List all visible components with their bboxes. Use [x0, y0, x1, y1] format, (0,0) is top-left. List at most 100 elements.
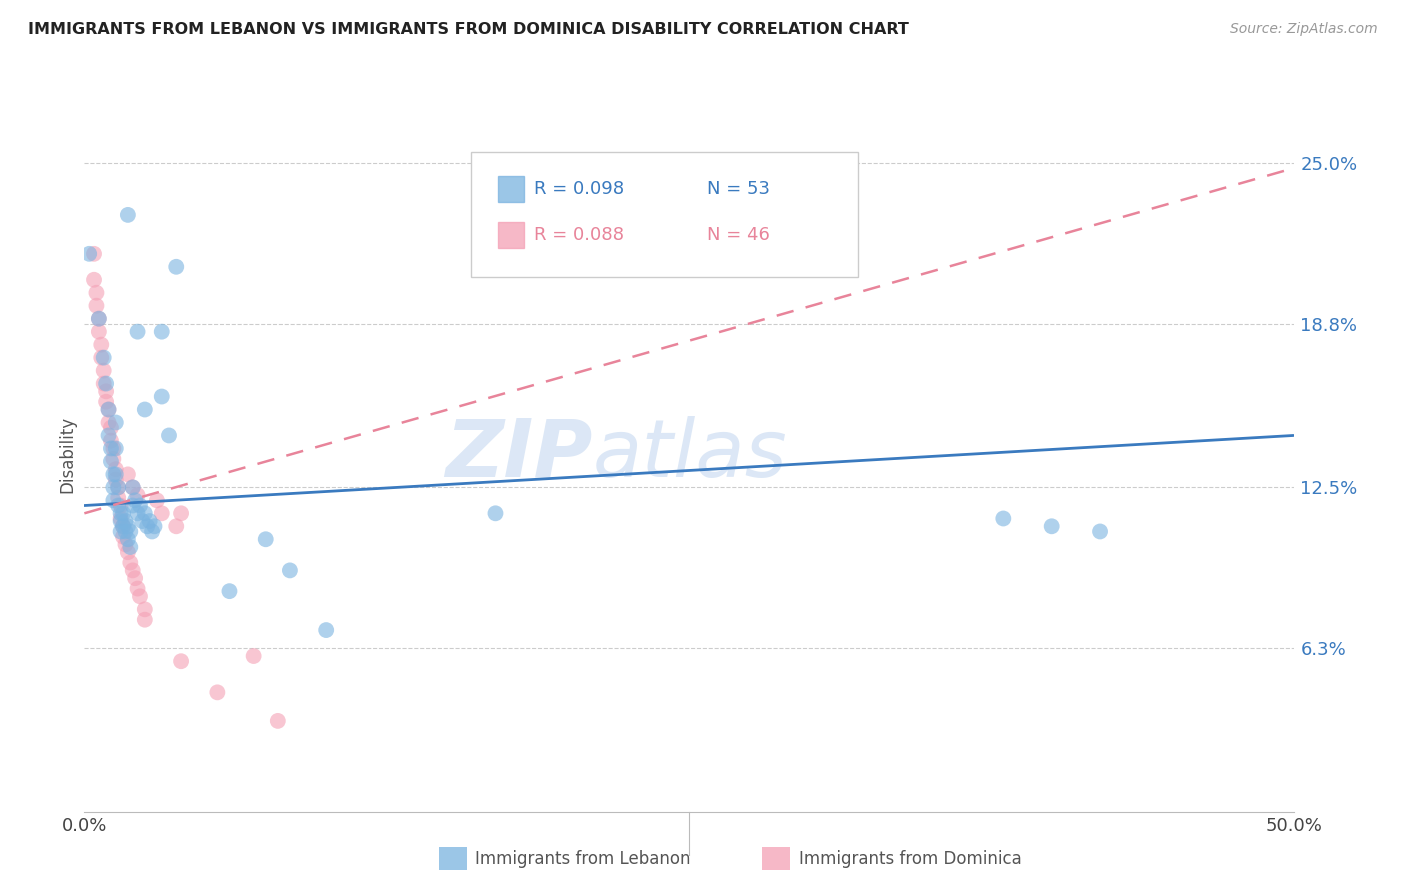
Point [97, 402, 120, 417]
Point [93, 376, 115, 391]
Point [993, 511, 1015, 525]
Point [103, 480, 125, 494]
Point [112, 506, 135, 520]
Point [90, 351, 112, 365]
Point [120, 540, 142, 554]
Point [100, 454, 122, 468]
Point [121, 480, 143, 494]
Point [104, 462, 127, 476]
Point [112, 519, 135, 533]
Point [107, 491, 129, 505]
Point [104, 442, 127, 456]
Point [103, 467, 125, 482]
Point [107, 480, 129, 494]
Text: IMMIGRANTS FROM LEBANON VS IMMIGRANTS FROM DOMINICA DISABILITY CORRELATION CHART: IMMIGRANTS FROM LEBANON VS IMMIGRANTS FR… [28, 22, 910, 37]
Point [124, 571, 146, 585]
Point [110, 511, 132, 525]
Point [157, 428, 180, 442]
Text: N = 46: N = 46 [707, 227, 770, 244]
Point [315, 623, 337, 637]
Point [104, 467, 127, 482]
Point [104, 416, 127, 430]
Point [124, 493, 146, 508]
Point [93, 351, 115, 365]
Point [242, 648, 264, 663]
FancyBboxPatch shape [471, 152, 858, 277]
Point [127, 488, 149, 502]
Point [117, 519, 139, 533]
Text: ZIP: ZIP [444, 416, 592, 494]
Point [120, 524, 142, 539]
Point [146, 493, 169, 508]
Point [127, 325, 149, 339]
Point [86, 285, 108, 300]
Text: N = 53: N = 53 [707, 180, 770, 198]
Point [94, 376, 117, 391]
Text: R = 0.088: R = 0.088 [534, 227, 624, 244]
Point [129, 499, 152, 513]
Point [134, 402, 156, 417]
Point [110, 524, 132, 539]
Point [131, 514, 153, 528]
Point [97, 402, 120, 417]
Point [114, 537, 136, 551]
Text: atlas: atlas [592, 416, 787, 494]
Point [1040, 519, 1063, 533]
Point [127, 582, 149, 596]
Point [136, 519, 159, 533]
Point [121, 499, 143, 513]
Point [117, 545, 139, 559]
Point [127, 506, 149, 520]
Point [87, 325, 110, 339]
Point [103, 493, 125, 508]
Text: Immigrants from Lebanon: Immigrants from Lebanon [475, 850, 690, 868]
Text: Source: ZipAtlas.com: Source: ZipAtlas.com [1230, 22, 1378, 37]
Point [150, 390, 173, 404]
Point [87, 311, 110, 326]
Point [170, 654, 193, 668]
Point [150, 506, 173, 520]
Point [120, 556, 142, 570]
Point [110, 499, 132, 513]
Text: Immigrants from Dominica: Immigrants from Dominica [799, 850, 1021, 868]
Point [97, 428, 120, 442]
Point [150, 325, 173, 339]
Point [278, 563, 301, 577]
Point [165, 519, 187, 533]
Point [121, 480, 143, 494]
Point [114, 514, 136, 528]
Point [94, 394, 117, 409]
Bar [498, 176, 524, 202]
Point [134, 602, 156, 616]
Point [165, 260, 187, 274]
Point [1088, 524, 1111, 539]
Point [134, 613, 156, 627]
Text: R = 0.098: R = 0.098 [534, 180, 624, 198]
Point [267, 714, 290, 728]
Point [112, 530, 135, 544]
Point [83, 273, 105, 287]
Point [207, 685, 229, 699]
Point [170, 506, 193, 520]
Point [141, 524, 163, 539]
Point [134, 506, 156, 520]
Point [97, 416, 120, 430]
Point [138, 514, 160, 528]
Point [110, 506, 132, 520]
Point [93, 363, 115, 377]
Point [100, 434, 122, 448]
Point [90, 337, 112, 351]
Point [121, 563, 143, 577]
Point [87, 311, 110, 326]
Point [254, 533, 277, 547]
Bar [498, 222, 524, 248]
Point [103, 451, 125, 466]
Point [117, 467, 139, 482]
Point [218, 584, 240, 599]
Point [83, 247, 105, 261]
Point [112, 519, 135, 533]
Point [104, 473, 127, 487]
Point [114, 524, 136, 539]
Point [100, 420, 122, 434]
Point [117, 533, 139, 547]
